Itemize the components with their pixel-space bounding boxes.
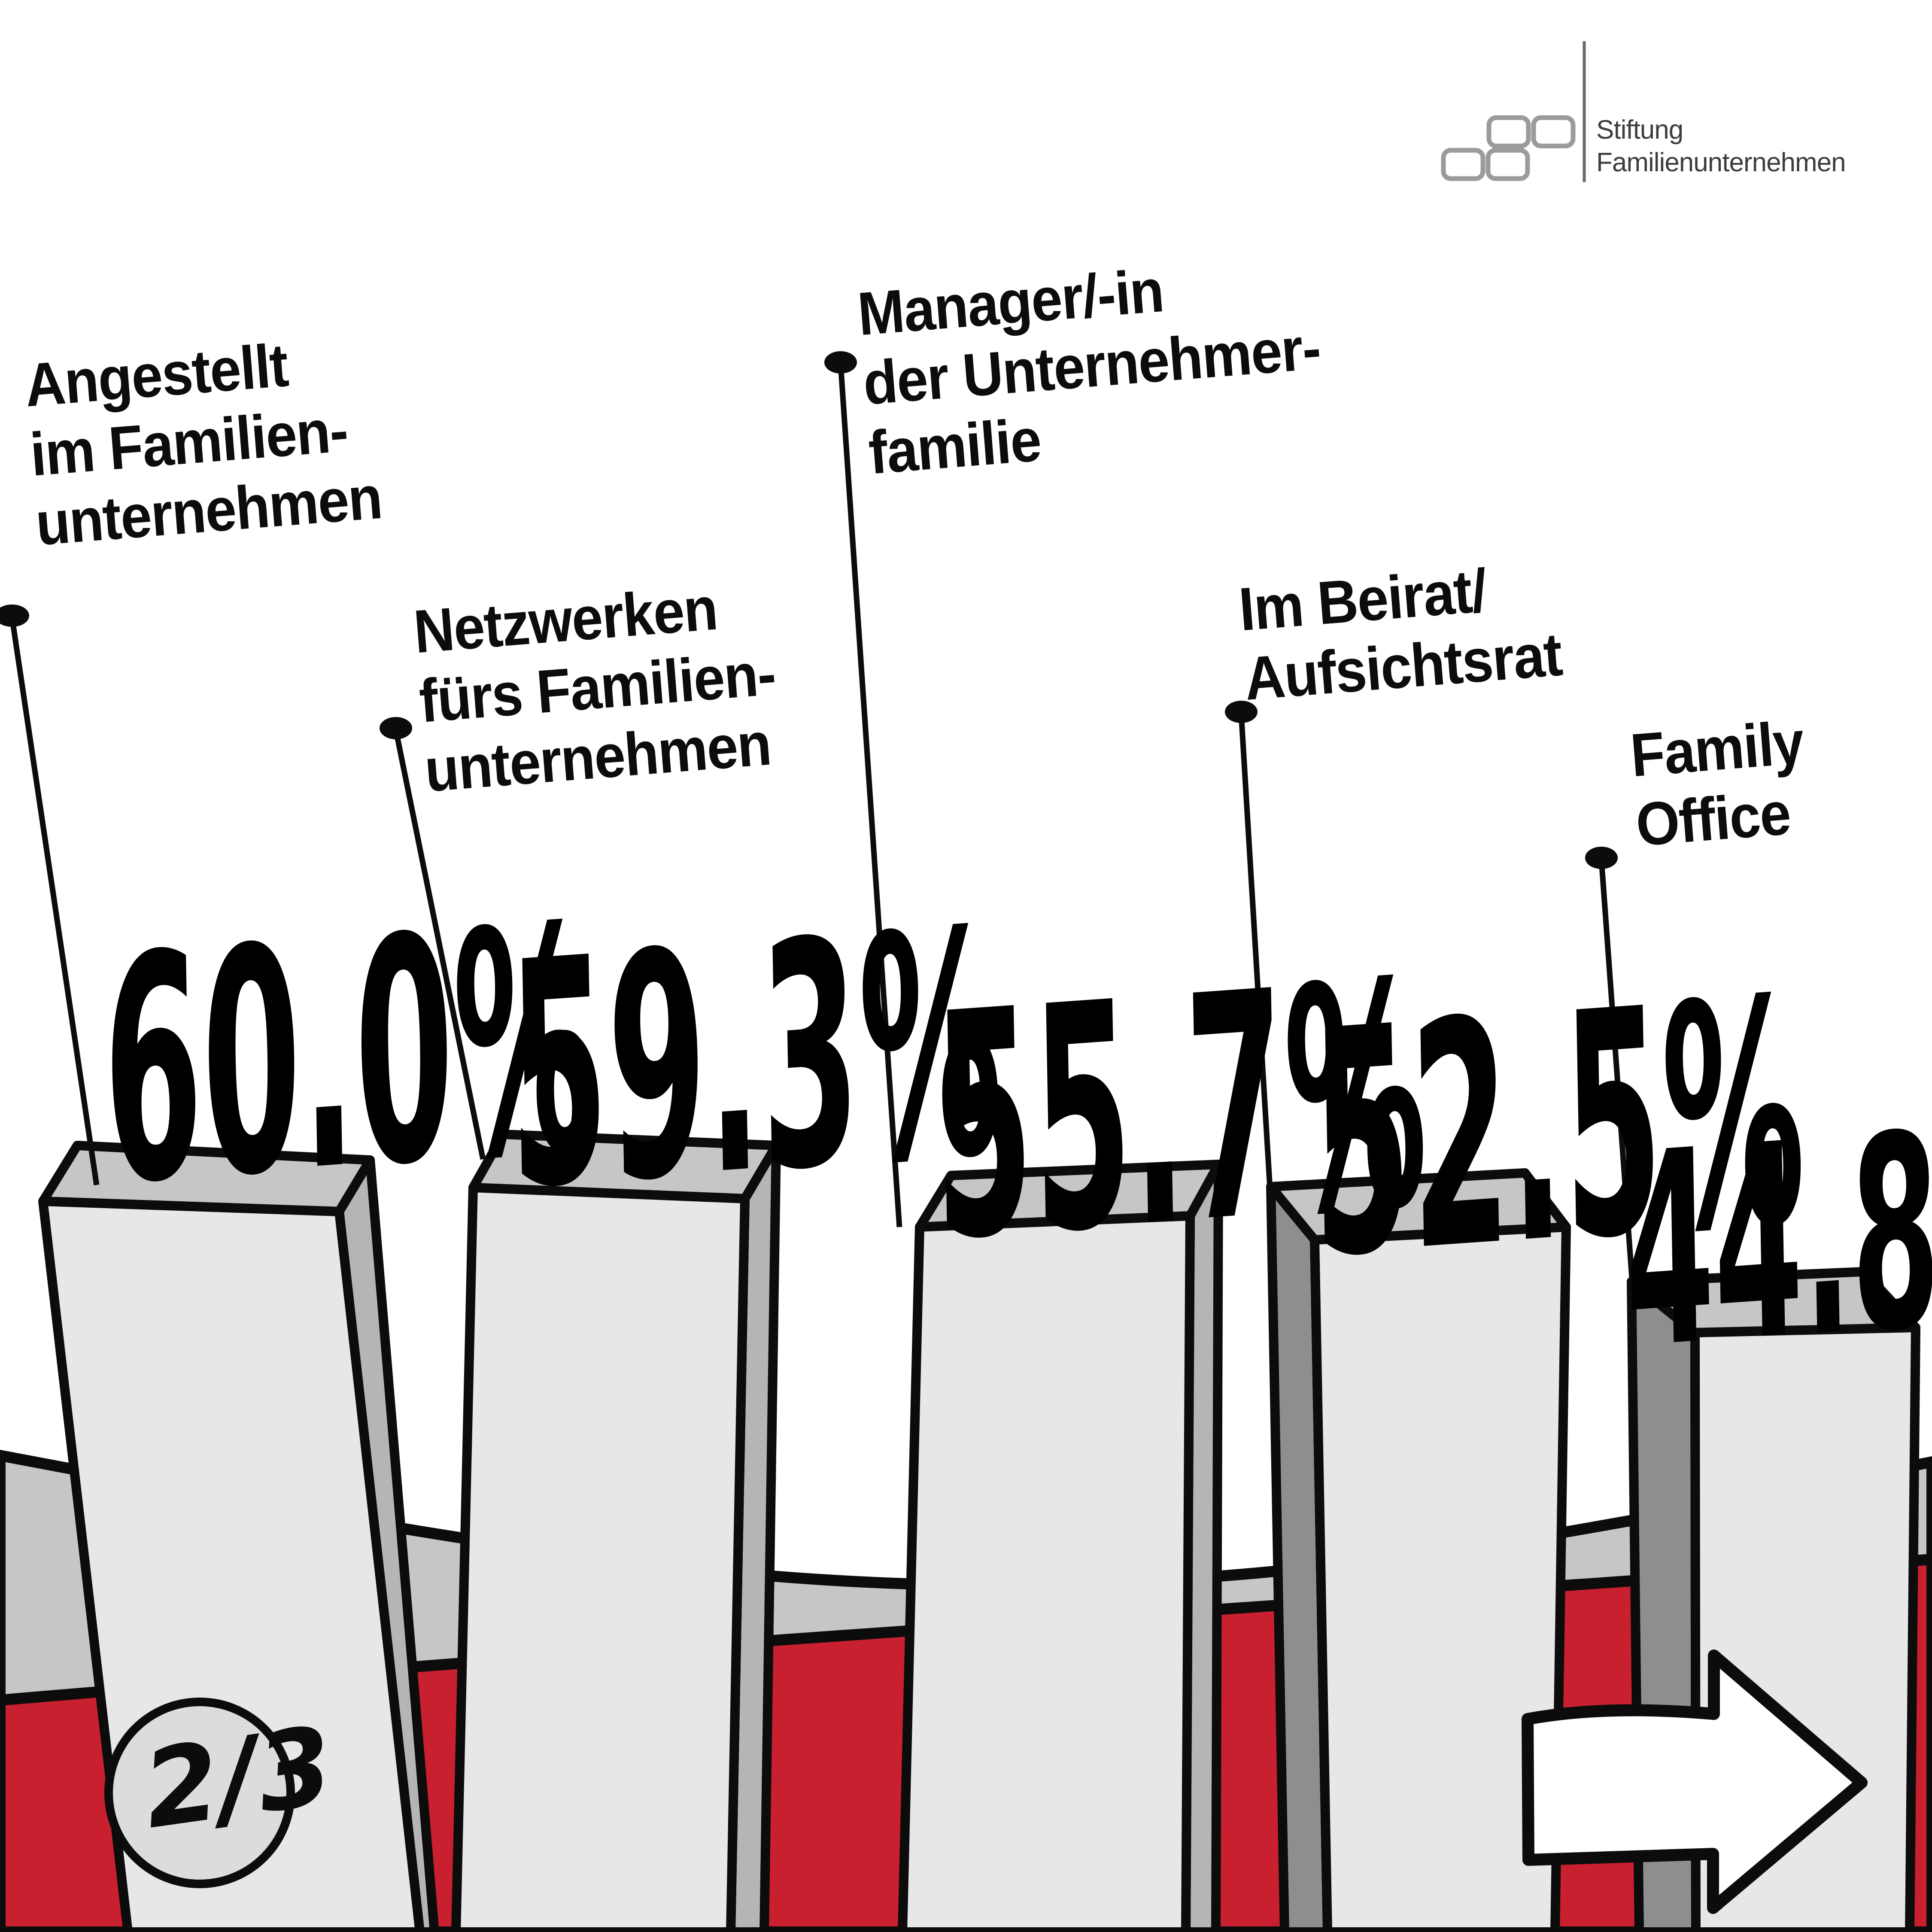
category-label-1: Angestellt im Familien- unternehmen xyxy=(22,324,384,559)
badge-two-thirds: 2/3 xyxy=(136,1703,340,1853)
leader-line-3 xyxy=(838,364,902,1227)
arrow-right-icon xyxy=(1522,1649,1868,1914)
bar-2 xyxy=(451,1130,781,1932)
leader-lines xyxy=(9,364,1635,1284)
leader-line-2 xyxy=(393,729,486,1160)
value-label-2: 59.3% xyxy=(506,863,1005,1258)
bar-3 xyxy=(898,1160,1223,1932)
logo-square xyxy=(1531,115,1576,149)
logo-square xyxy=(1485,148,1530,181)
category-label-5: Family Office xyxy=(1628,708,1811,860)
leader-line-1 xyxy=(9,617,100,1185)
leader-line-4 xyxy=(1238,713,1273,1189)
category-label-4: Im Beirat/ Aufsichtsrat xyxy=(1236,550,1564,714)
logo-squares-icon xyxy=(1441,115,1576,181)
leader-dot-2 xyxy=(380,717,412,739)
bar-3-front-face xyxy=(898,1211,1195,1932)
leader-line-5 xyxy=(1598,859,1635,1284)
category-label-2: Netzwerken fürs Familien- unternehmen xyxy=(411,570,783,805)
logo-text-line-1: Stiftung xyxy=(1596,115,1683,145)
category-label-5-line-1: Family xyxy=(1628,708,1806,790)
bar-2-front-face xyxy=(451,1183,750,1932)
leader-dots xyxy=(0,351,1618,869)
bar-4-front-face xyxy=(1310,1222,1571,1932)
logo-text-line-2: Familienunternehmen xyxy=(1596,148,1846,177)
value-label-5: 44.8% xyxy=(1622,1067,1932,1409)
leader-dot-4 xyxy=(1225,701,1258,723)
leader-dot-1 xyxy=(0,605,29,627)
bar-4 xyxy=(1266,1168,1571,1932)
category-label-5-line-2: Office xyxy=(1633,779,1793,859)
logo-square xyxy=(1441,148,1485,181)
leader-dot-5 xyxy=(1585,847,1618,869)
category-label-3: Manager/-in der Unternehmer- familie xyxy=(855,244,1328,488)
logo-square xyxy=(1486,115,1531,149)
leader-dot-3 xyxy=(824,351,857,374)
badge-circle xyxy=(104,1698,295,1888)
